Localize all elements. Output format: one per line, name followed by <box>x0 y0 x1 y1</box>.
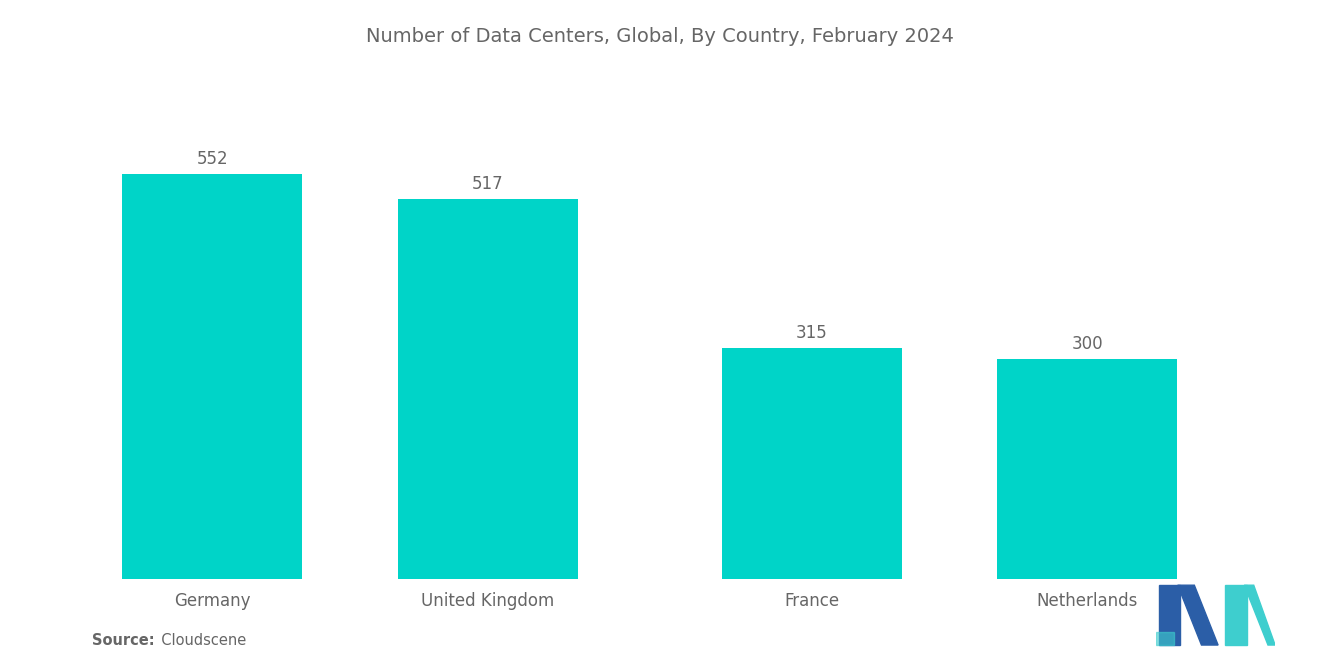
Text: Number of Data Centers, Global, By Country, February 2024: Number of Data Centers, Global, By Count… <box>366 27 954 46</box>
Text: 315: 315 <box>796 324 828 342</box>
Polygon shape <box>1245 585 1275 645</box>
Bar <box>123 174 302 579</box>
Text: Cloudscene: Cloudscene <box>152 633 246 648</box>
Bar <box>399 200 578 579</box>
Text: Source:: Source: <box>92 633 154 648</box>
Text: 552: 552 <box>197 150 228 168</box>
Bar <box>998 358 1177 579</box>
Polygon shape <box>1225 585 1246 645</box>
Polygon shape <box>1159 585 1180 645</box>
Polygon shape <box>1177 585 1218 645</box>
Text: 517: 517 <box>473 176 504 194</box>
Text: 300: 300 <box>1072 334 1104 352</box>
Bar <box>722 348 902 579</box>
Polygon shape <box>1156 632 1175 645</box>
